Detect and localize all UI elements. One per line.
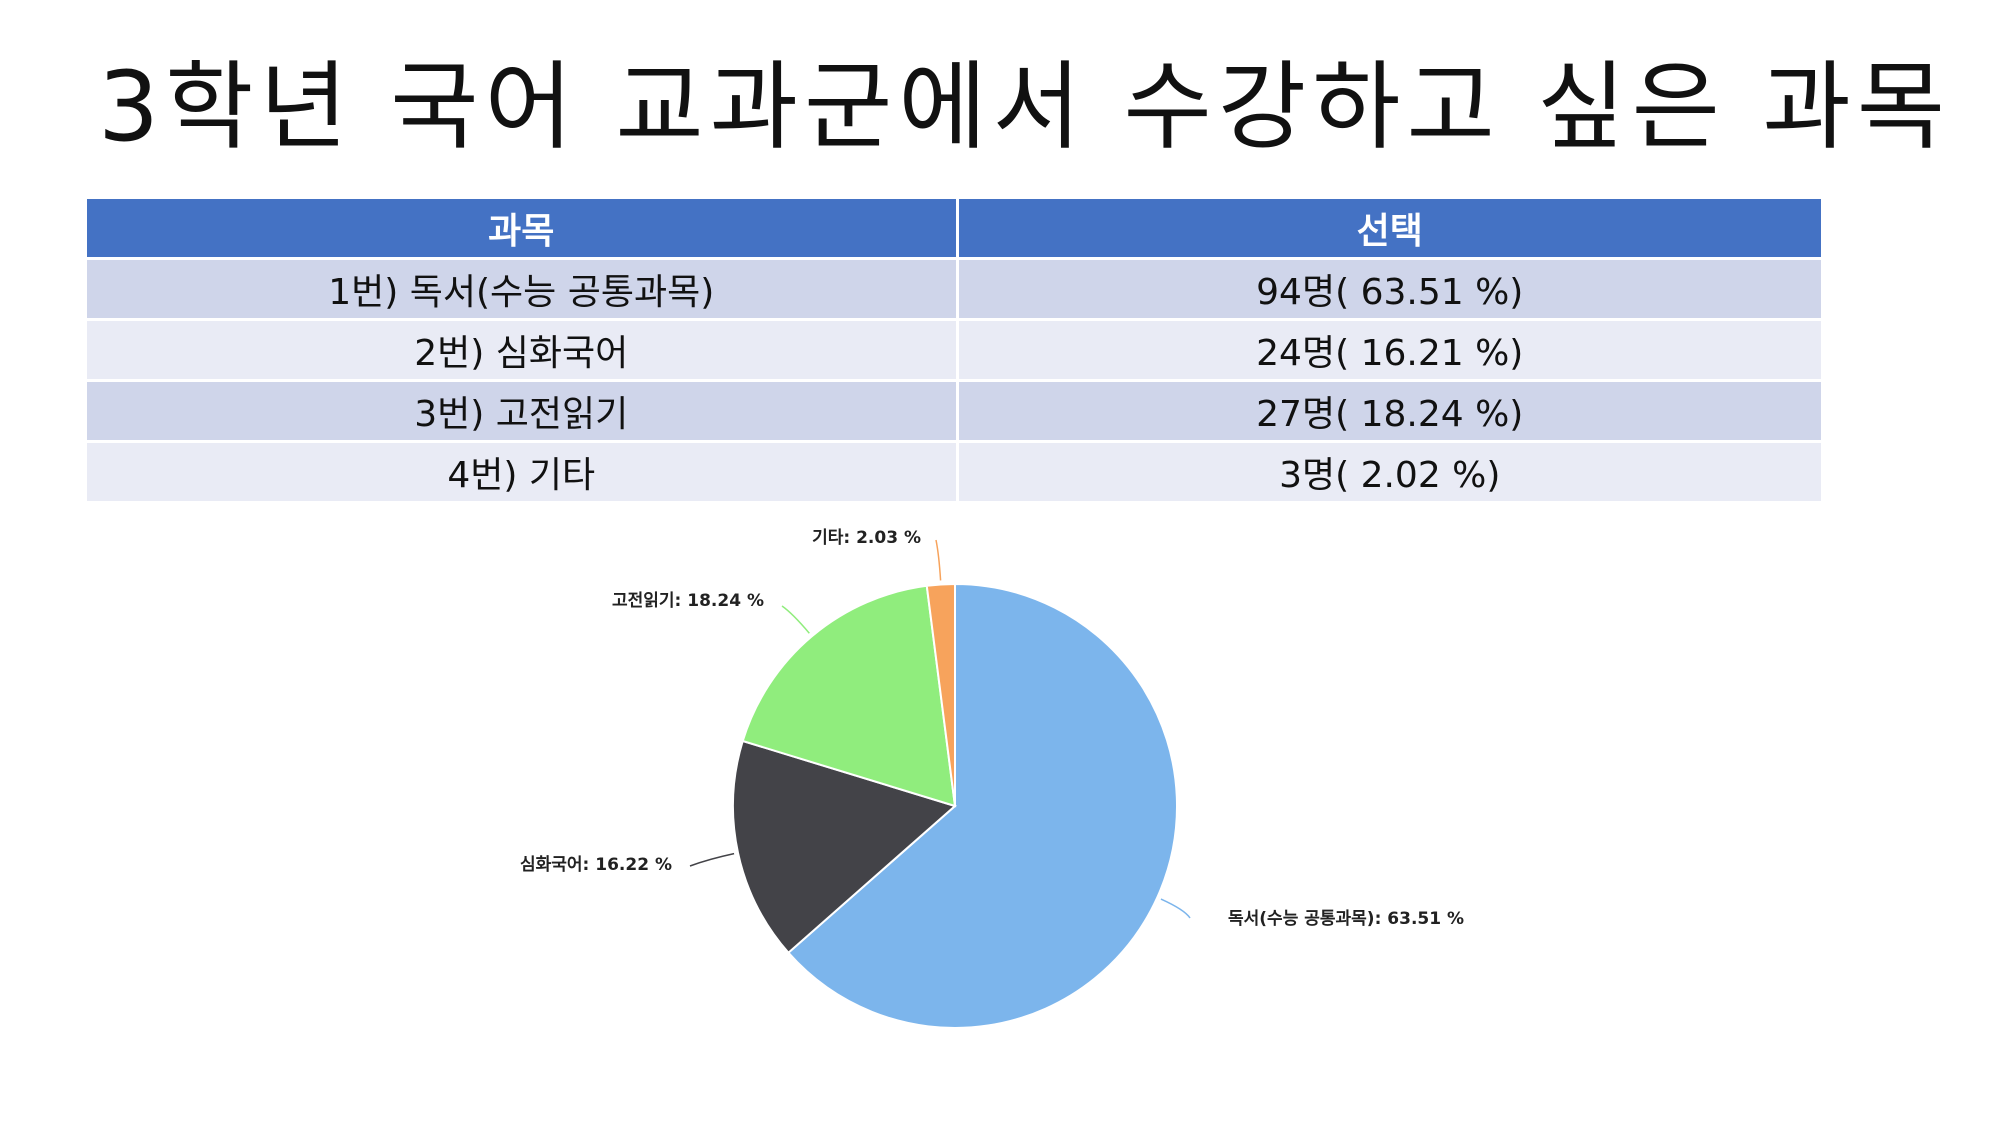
subject-cell: 4번) 기타 <box>84 440 959 504</box>
pie-slice-label: 독서(수능 공통과목): 63.51 % <box>1228 909 1464 929</box>
table-header-row: 과목 선택 <box>84 196 1824 260</box>
header-selection: 선택 <box>955 196 1824 260</box>
count-cell: 24명( 16.21 %) <box>955 318 1824 382</box>
pie-slice-label: 고전읽기: 18.24 % <box>612 591 764 611</box>
pie-connector-line <box>689 852 735 867</box>
table-row: 4번) 기타 3명( 2.02 %) <box>84 440 1824 504</box>
pie-slice-label: 심화국어: 16.22 % <box>520 855 672 875</box>
count-cell: 27명( 18.24 %) <box>955 379 1824 443</box>
table-row: 3번) 고전읽기 27명( 18.24 %) <box>84 379 1824 443</box>
pie-connector-line <box>1160 898 1191 919</box>
table-row: 2번) 심화국어 24명( 16.21 %) <box>84 318 1824 382</box>
count-cell: 3명( 2.02 %) <box>955 440 1824 504</box>
subject-cell: 3번) 고전읽기 <box>84 379 959 443</box>
pie-slice-label: 기타: 2.03 % <box>812 528 921 548</box>
results-table: 과목 선택 1번) 독서(수능 공통과목) 94명( 63.51 %) 2번) … <box>84 196 1824 504</box>
pie-slice <box>786 582 1178 1029</box>
slide-title: 3학년 국어 교과군에서 수강하고 싶은 과목 <box>98 51 1952 163</box>
pie-slice <box>732 739 958 955</box>
pie-slice <box>741 584 957 808</box>
subject-cell: 1번) 독서(수능 공통과목) <box>84 257 959 321</box>
pie-connector-line <box>935 539 942 581</box>
pie-connector-line <box>781 605 810 634</box>
table-row: 1번) 독서(수능 공통과목) 94명( 63.51 %) <box>84 257 1824 321</box>
subject-cell: 2번) 심화국어 <box>84 318 959 382</box>
pie-slice <box>925 582 956 807</box>
header-subject: 과목 <box>84 196 959 260</box>
count-cell: 94명( 63.51 %) <box>955 257 1824 321</box>
